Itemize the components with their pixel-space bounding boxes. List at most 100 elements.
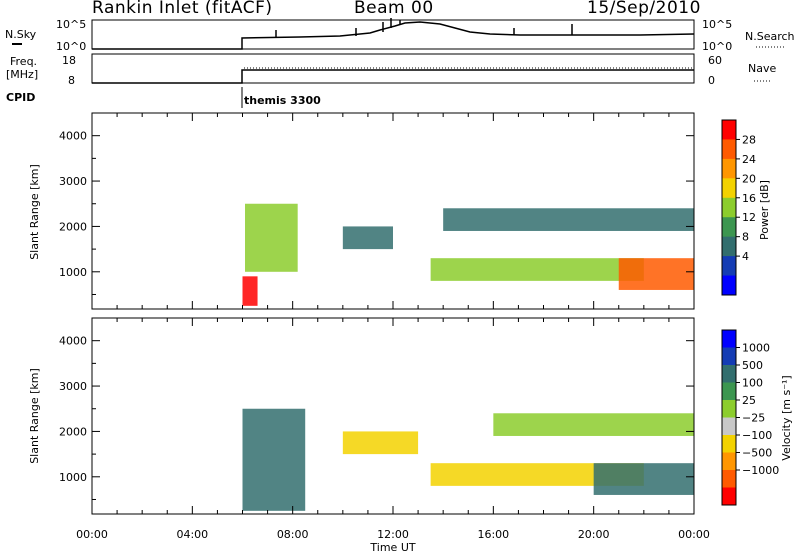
power-data-region <box>342 226 393 250</box>
x-tick-label: 08:00 <box>277 528 309 541</box>
x-tick-label: 20:00 <box>578 528 610 541</box>
velocity-cbar-tick-label: −25 <box>742 412 765 425</box>
cpid-label: CPID <box>6 91 35 104</box>
velocity-cbar-tick-label: 25 <box>742 394 756 407</box>
power-cbar-tick-label: 8 <box>742 231 749 244</box>
power-panel: 4000 3000 2000 1000 Slant Range [km] 28 24 20… <box>28 112 771 310</box>
velocity-cbar-tick-label: 1000 <box>742 342 770 355</box>
velocity-data-region <box>242 408 306 511</box>
freq-tick-bottom: 8 <box>68 74 75 87</box>
nsearch-tick-bottom: 10^0 <box>702 40 732 53</box>
power-data-region <box>242 276 258 306</box>
velocity-data-region <box>493 413 694 436</box>
power-cbar-segment <box>722 178 736 199</box>
x-tick-label: 12:00 <box>377 528 409 541</box>
velocity-ytick-label: 2000 <box>59 425 87 438</box>
velocity-colorbar: 1000 500 100 25 −25 −100 −500 −1000 <box>721 329 779 506</box>
power-yticks: 4000 3000 2000 1000 <box>59 130 694 295</box>
nsky-trace <box>92 21 695 50</box>
power-cbar-tick-label: 16 <box>742 192 756 205</box>
velocity-cbar-segment <box>722 330 736 348</box>
velocity-data-region <box>342 431 419 455</box>
velocity-ytick-label: 1000 <box>59 471 87 484</box>
cpid-value: themis 3300 <box>244 94 321 107</box>
velocity-cbar-segment <box>722 365 736 383</box>
velocity-ytick-label: 3000 <box>59 380 87 393</box>
power-cbar-segment <box>722 217 736 238</box>
power-cbar-segment <box>722 120 736 140</box>
power-ytick-label: 2000 <box>59 220 87 233</box>
x-tick-label: 04:00 <box>176 528 208 541</box>
power-data-region <box>430 258 644 281</box>
power-cbar-tick-label: 28 <box>742 133 756 146</box>
velocity-cbar-segment <box>722 452 736 471</box>
power-data-layer <box>242 203 694 306</box>
velocity-ytick-label: 4000 <box>59 335 87 348</box>
freq-tick-top: 18 <box>62 54 76 67</box>
power-cbar-segment <box>722 158 736 179</box>
nsky-spikes <box>275 18 573 38</box>
power-cbar-label: Power [dB] <box>758 180 771 240</box>
velocity-cbar-segment <box>722 347 736 366</box>
power-ytick-label: 1000 <box>59 266 87 279</box>
power-cbar-segment <box>722 275 736 296</box>
power-cbar-segment <box>722 256 736 277</box>
nsearch-tick-top: 10^5 <box>702 18 732 31</box>
velocity-xticks: 00:00 04:00 08:00 12:00 16:00 20:00 00:00 <box>76 318 710 541</box>
velocity-cbar-tick-label: −1000 <box>742 464 779 477</box>
freq-frame <box>91 53 695 84</box>
power-cbar-tick-label: 20 <box>742 172 756 185</box>
nsky-tick-top: 10^5 <box>56 18 86 31</box>
power-cbar-segment <box>722 197 736 218</box>
velocity-cbar-tick-label: 500 <box>742 359 763 372</box>
power-cbar-segment <box>722 236 736 257</box>
velocity-cbar-tick-label: 100 <box>742 377 763 390</box>
power-xticks <box>91 113 695 309</box>
nave-tick-bottom: 0 <box>708 74 715 87</box>
freq-trace <box>92 69 694 84</box>
nsky-panel: N.Sky 10^5 10^0 10^5 10^0 N.Search <box>5 18 795 53</box>
power-cbar-tick-label: 12 <box>742 211 756 224</box>
power-colorbar: 28 24 20 16 12 8 4 <box>721 119 756 296</box>
power-data-region <box>443 208 694 231</box>
freq-panel: Freq. [MHz] 18 8 60 0 Nave CPID themis 3… <box>6 53 776 108</box>
power-data-region <box>618 258 694 290</box>
velocity-data-layer <box>242 408 694 511</box>
velocity-cbar-segment <box>722 400 736 418</box>
velocity-cbar-label: Velocity [m s⁻¹] <box>780 375 793 460</box>
freq-label-line2: [MHz] <box>6 68 38 81</box>
velocity-cbar-segment <box>722 435 736 453</box>
velocity-ylabel: Slant Range [km] <box>28 368 41 464</box>
nsky-tick-bottom: 10^0 <box>56 40 86 53</box>
velocity-cbar-segment <box>722 487 736 506</box>
power-data-region <box>245 203 298 272</box>
freq-label-line1: Freq. <box>10 55 37 68</box>
power-cbar-tick-label: 24 <box>742 153 756 166</box>
velocity-panel: 4000 3000 2000 1000 00:00 04:00 08:00 12:00 16:… <box>28 317 793 554</box>
velocity-cbar-segment <box>722 417 736 436</box>
velocity-cbar-tick-label: −100 <box>742 429 772 442</box>
power-cbar-frame <box>721 119 737 296</box>
nave-tick-top: 60 <box>708 54 722 67</box>
nsearch-label: N.Search <box>745 30 795 43</box>
power-cbar-segment <box>722 139 736 160</box>
power-ytick-label: 3000 <box>59 175 87 188</box>
x-tick-label: 00:00 <box>76 528 108 541</box>
nsky-label: N.Sky <box>5 28 37 41</box>
power-ytick-label: 4000 <box>59 130 87 143</box>
station-title: Rankin Inlet (fitACF) <box>92 0 273 18</box>
x-tick-label: 00:00 <box>678 528 710 541</box>
x-axis-label: Time UT <box>369 541 415 554</box>
velocity-cbar-segment <box>722 382 736 401</box>
date-title: 15/Sep/2010 <box>587 0 701 18</box>
x-tick-label: 16:00 <box>477 528 509 541</box>
beam-title: Beam 00 <box>354 0 434 18</box>
power-cbar-tick-label: 4 <box>742 250 749 263</box>
velocity-yticks: 4000 3000 2000 1000 <box>59 335 694 500</box>
velocity-data-region <box>593 463 694 495</box>
velocity-data-region <box>430 463 644 486</box>
velocity-cbar-tick-label: −500 <box>742 447 772 460</box>
power-ylabel: Slant Range [km] <box>28 164 41 260</box>
velocity-cbar-segment <box>722 470 736 488</box>
